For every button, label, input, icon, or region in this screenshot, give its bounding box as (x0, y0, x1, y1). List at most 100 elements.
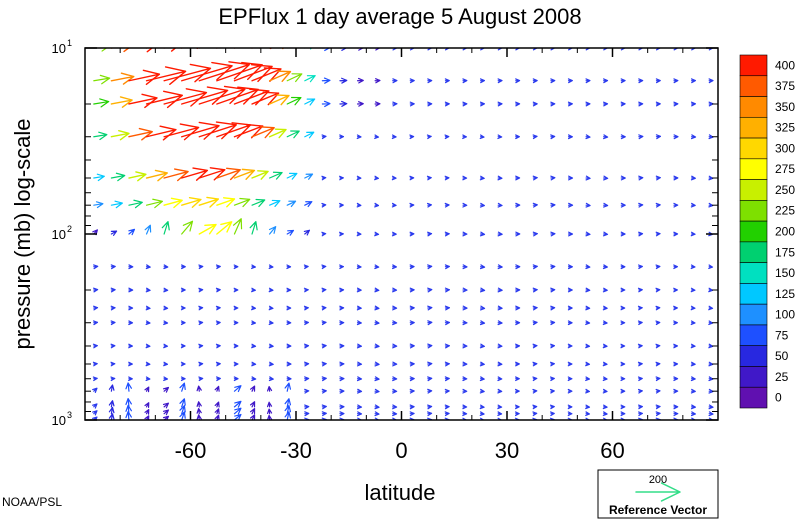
flux-vector (479, 134, 485, 140)
flux-vector (549, 411, 555, 417)
colorbar-swatch (739, 324, 768, 347)
flux-vector (497, 404, 503, 410)
flux-vector (233, 197, 251, 208)
flux-vector (479, 101, 486, 107)
flux-vector (444, 404, 450, 410)
flux-vector (303, 229, 311, 236)
flux-vector (392, 78, 398, 84)
flux-vector (637, 388, 643, 394)
flux-vector (708, 404, 714, 410)
flux-vector (286, 96, 302, 106)
flux-vector (233, 400, 242, 408)
flux-vector (673, 411, 679, 417)
flux-vector (356, 101, 364, 107)
flux-vector (585, 134, 591, 140)
flux-vector (163, 63, 212, 83)
flux-vector (93, 74, 111, 85)
flux-vector (532, 361, 538, 367)
flux-vector (620, 202, 626, 208)
flux-vector (532, 320, 538, 326)
flux-vector (145, 343, 151, 349)
flux-vector (427, 411, 433, 417)
flux-vector (655, 175, 661, 181)
flux-vector (532, 376, 538, 382)
flux-vector (637, 287, 643, 293)
flux-vector (216, 167, 241, 181)
flux-vector (444, 231, 450, 237)
flux-vector (497, 134, 503, 140)
flux-vector (550, 231, 556, 237)
flux-vector (110, 361, 116, 367)
flux-vector (339, 287, 345, 293)
flux-vector (303, 320, 309, 326)
flux-vector (462, 404, 468, 410)
flux-vector (392, 343, 398, 349)
flux-vector (708, 78, 714, 84)
flux-vector (215, 305, 221, 311)
flux-vector (515, 343, 521, 349)
flux-vector (427, 305, 433, 311)
flux-vector (620, 305, 626, 311)
flux-vector (110, 72, 135, 85)
flux-vector (690, 320, 696, 326)
flux-vector (550, 361, 555, 367)
flux-vector (392, 287, 398, 293)
flux-vector (655, 320, 661, 326)
flux-vector (163, 287, 169, 293)
flux-vector (286, 172, 298, 180)
flux-vector (409, 78, 415, 84)
flux-vector (284, 382, 292, 392)
flux-vector (179, 382, 186, 392)
flux-vector (690, 361, 696, 367)
flux-vector (392, 101, 398, 107)
flux-vector (110, 172, 126, 182)
flux-vector (321, 77, 331, 84)
flux-vector (427, 101, 433, 107)
flux-vector (233, 376, 239, 382)
flux-vector (198, 343, 204, 349)
flux-vector (479, 411, 485, 417)
chart-title: EPFlux 1 day average 5 August 2008 (218, 4, 581, 29)
flux-vector (181, 121, 220, 140)
flux-vector (497, 175, 503, 181)
colorbar-swatch (739, 386, 768, 409)
colorbar-label: 175 (775, 245, 795, 259)
flux-vector (409, 134, 415, 140)
flux-vector (602, 361, 608, 367)
flux-vector (462, 101, 468, 107)
flux-vector (108, 413, 115, 420)
flux-vector (479, 417, 485, 420)
flux-vector (497, 361, 503, 367)
flux-vector (655, 134, 662, 140)
flux-vector (304, 131, 315, 139)
flux-vector (198, 85, 246, 105)
flux-vector (708, 411, 714, 417)
flux-vector (128, 361, 133, 367)
flux-vector (515, 101, 521, 107)
flux-vector (125, 411, 132, 420)
flux-vector (532, 231, 538, 237)
flux-vector (198, 223, 217, 235)
flux-vector (198, 376, 204, 382)
flux-vector (125, 404, 132, 415)
flux-vector (110, 264, 116, 270)
x-tick-label: 0 (395, 438, 407, 463)
flux-vector (233, 385, 242, 393)
flux-vector (249, 414, 256, 420)
flux-vector (92, 387, 98, 393)
flux-vector (233, 361, 239, 367)
flux-vector (110, 287, 116, 293)
flux-vector (532, 411, 538, 417)
flux-vector (532, 101, 538, 107)
flux-vector (462, 175, 468, 181)
flux-vector (321, 202, 327, 208)
colorbar: 4003753503253002752502252001751501251007… (739, 54, 795, 409)
flux-vector (93, 131, 108, 141)
flux-vector (321, 404, 327, 410)
flux-vector (339, 404, 345, 410)
flux-vector (479, 287, 486, 293)
flux-vector (497, 78, 503, 84)
flux-vector (214, 408, 220, 415)
flux-vector (479, 231, 486, 237)
flux-vector (93, 305, 99, 311)
